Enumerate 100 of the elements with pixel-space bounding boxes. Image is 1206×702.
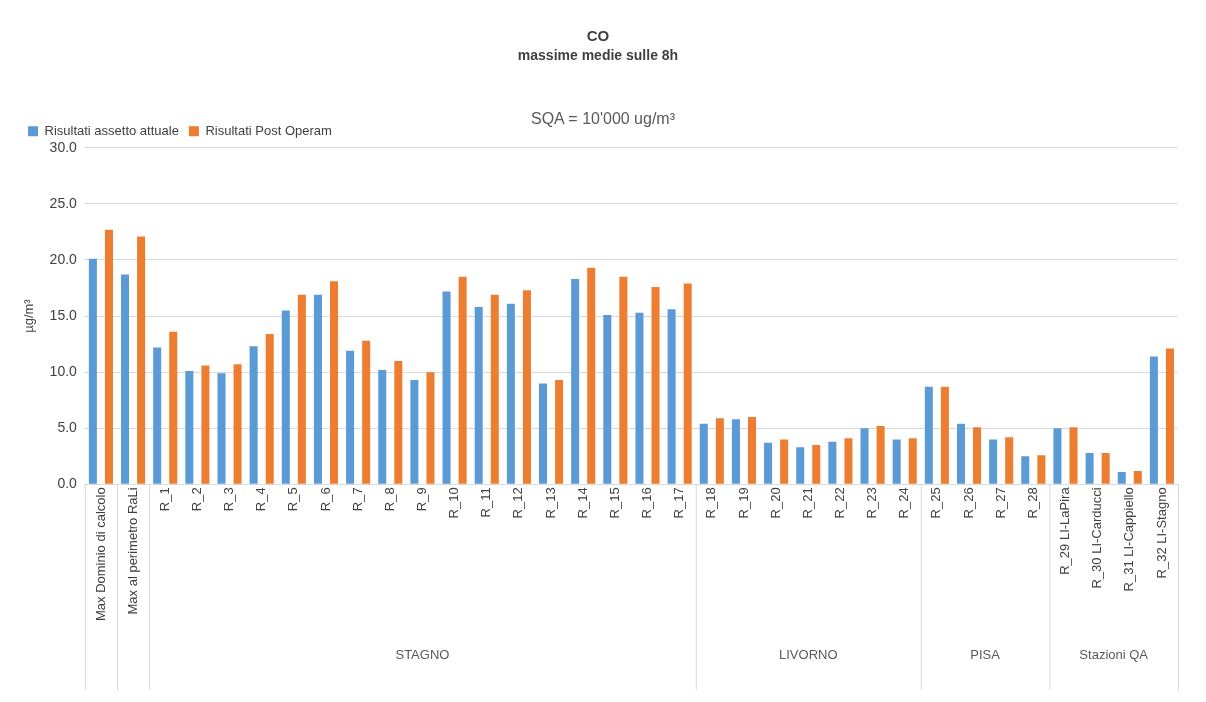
x-tick-label: R_15 bbox=[606, 487, 622, 519]
x-tick-label: R_8 bbox=[381, 487, 397, 512]
bar bbox=[892, 439, 901, 484]
bar bbox=[346, 350, 355, 484]
bar bbox=[1037, 455, 1046, 484]
text: PISA bbox=[970, 646, 1001, 662]
bar bbox=[619, 276, 628, 484]
bar bbox=[812, 445, 821, 484]
x-tick-label: R_21 bbox=[799, 487, 815, 519]
x-tick-label: R_28 bbox=[1024, 487, 1040, 519]
bar bbox=[394, 360, 403, 484]
y-tick-label: 5.0 bbox=[57, 419, 78, 436]
x-tick-label: R_25 bbox=[928, 487, 944, 519]
x-tick-label: R_6 bbox=[317, 487, 333, 512]
x-tick-label: R_30 LI-Carducci bbox=[1089, 487, 1105, 589]
bar bbox=[1069, 427, 1078, 484]
x-tick-label: R_12 bbox=[510, 487, 526, 519]
x-tick-label: R_23 bbox=[864, 487, 880, 519]
bar bbox=[635, 312, 644, 484]
bar bbox=[1101, 452, 1110, 484]
bar bbox=[715, 418, 724, 484]
bar bbox=[828, 441, 837, 484]
bar bbox=[587, 267, 596, 484]
text: LIVORNO bbox=[779, 646, 838, 662]
x-tick-label: R_29 LI-LaPira bbox=[1057, 486, 1073, 575]
x-tick-label: R_27 bbox=[992, 487, 1008, 519]
bar bbox=[956, 423, 965, 484]
x-tick-label: R_9 bbox=[414, 487, 430, 512]
text: SQA = 10'000 ug/m³ bbox=[530, 110, 676, 128]
bar bbox=[217, 373, 226, 484]
y-tick-label: 30.0 bbox=[49, 138, 78, 155]
x-tick-label: R_7 bbox=[349, 487, 365, 512]
bar bbox=[1005, 437, 1014, 484]
bar bbox=[860, 428, 869, 484]
bar bbox=[410, 380, 419, 484]
x-tick-label: R_26 bbox=[960, 487, 976, 519]
bar bbox=[153, 347, 162, 484]
x-tick-label: Max al perimetro RaLi bbox=[124, 487, 140, 615]
bar bbox=[876, 426, 885, 484]
text: STAGNO bbox=[395, 646, 450, 662]
bar bbox=[1053, 428, 1062, 484]
bar bbox=[571, 279, 580, 484]
x-tick-label: R_24 bbox=[896, 487, 912, 519]
bar bbox=[667, 309, 676, 484]
bar bbox=[506, 303, 515, 484]
legend-label: Risultati Post Operam bbox=[205, 122, 332, 138]
bar bbox=[683, 283, 692, 484]
bar bbox=[362, 340, 371, 484]
bar bbox=[699, 423, 708, 484]
x-tick-label: R_3 bbox=[221, 487, 237, 512]
bar bbox=[731, 419, 740, 484]
y-tick-label: 20.0 bbox=[49, 250, 78, 267]
bar bbox=[378, 369, 387, 484]
bar bbox=[555, 380, 564, 484]
bar bbox=[233, 364, 242, 484]
text: Stazioni QA bbox=[1079, 646, 1149, 662]
legend-label: Risultati assetto attuale bbox=[44, 122, 179, 138]
bar bbox=[1117, 472, 1126, 484]
chart-subtitle: massime medie sulle 8h bbox=[517, 47, 679, 64]
x-tick-label: R_17 bbox=[671, 487, 687, 519]
bar bbox=[1133, 470, 1142, 484]
y-tick-label: 15.0 bbox=[49, 306, 78, 323]
bar bbox=[169, 331, 178, 484]
bar bbox=[1085, 452, 1094, 484]
bar bbox=[474, 307, 483, 484]
bar bbox=[1165, 348, 1174, 484]
x-tick-label: R_22 bbox=[831, 487, 847, 519]
bar bbox=[1021, 456, 1030, 484]
bar bbox=[538, 383, 548, 484]
bar bbox=[313, 294, 322, 484]
bar bbox=[249, 346, 258, 484]
bar bbox=[330, 281, 339, 484]
bar bbox=[651, 286, 660, 484]
x-tick-label: R_1 bbox=[156, 487, 172, 512]
bar bbox=[973, 427, 982, 484]
bar bbox=[104, 229, 113, 484]
bar bbox=[426, 372, 435, 484]
bar bbox=[924, 386, 933, 484]
x-tick-label: R_14 bbox=[574, 487, 590, 519]
bar bbox=[603, 314, 612, 484]
y-tick-label: 10.0 bbox=[49, 363, 78, 380]
x-tick-label: R_11 bbox=[478, 487, 494, 518]
bar bbox=[844, 438, 853, 484]
bar bbox=[940, 386, 949, 484]
bar bbox=[121, 274, 130, 484]
x-tick-label: R_16 bbox=[639, 487, 655, 519]
x-tick-label: Max Dominio di calcolo bbox=[92, 487, 108, 622]
bar bbox=[281, 310, 290, 484]
bar bbox=[1149, 356, 1158, 484]
x-tick-label: R_5 bbox=[285, 487, 301, 512]
bar bbox=[764, 442, 773, 484]
x-tick-label: R_31 LI-Cappiello bbox=[1121, 487, 1137, 592]
bar bbox=[265, 334, 274, 484]
x-tick-label: R_2 bbox=[188, 487, 204, 512]
bar bbox=[201, 365, 210, 484]
bar bbox=[88, 258, 97, 484]
bar bbox=[185, 371, 194, 484]
bar bbox=[522, 290, 531, 484]
bar bbox=[908, 438, 917, 484]
bar bbox=[780, 439, 789, 484]
